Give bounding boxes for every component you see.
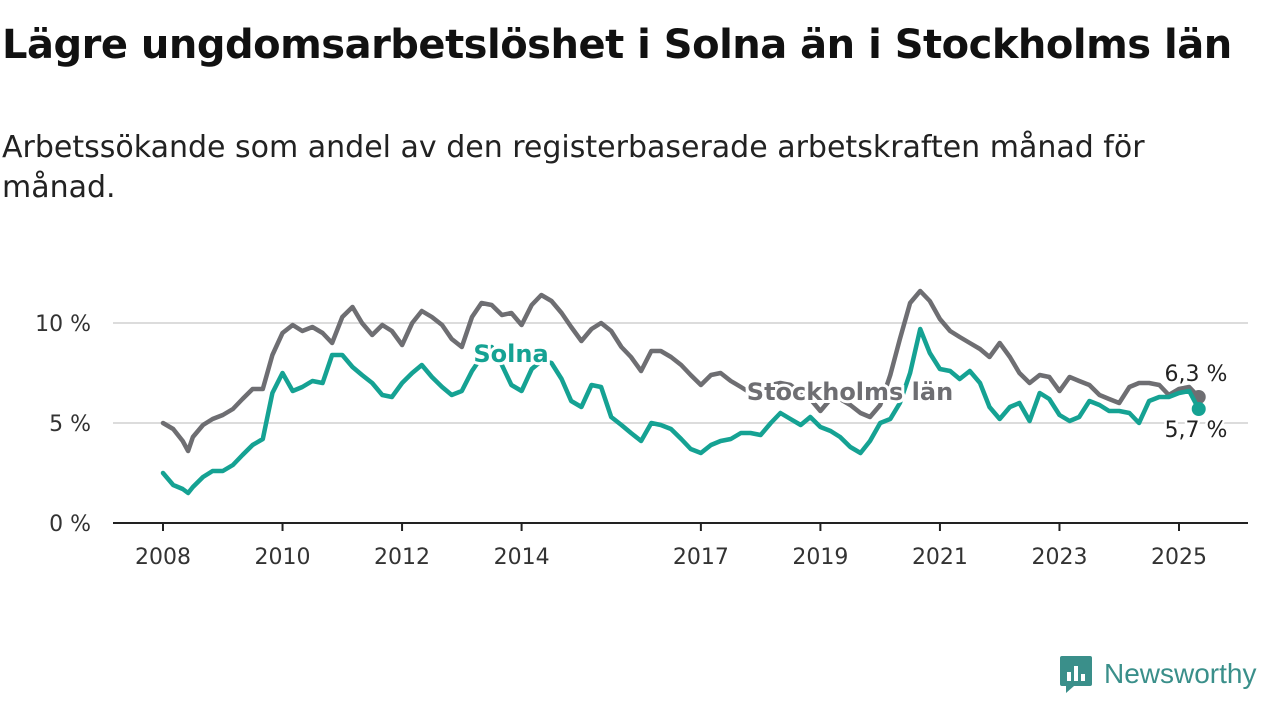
x-tick-label: 2008 xyxy=(135,545,191,570)
series-lines xyxy=(160,288,1206,496)
series-label-stockholms-lan: Stockholms län xyxy=(747,378,953,406)
y-tick-label: 5 % xyxy=(49,412,91,437)
x-tick-label: 2010 xyxy=(255,545,311,570)
series-labels: Stockholms län Solna 6,3 % 5,7 % xyxy=(470,337,1230,446)
x-tick-label: 2012 xyxy=(374,545,430,570)
y-tick-label: 0 % xyxy=(49,512,91,537)
series-label-solna: Solna xyxy=(473,340,548,368)
series-line-solna xyxy=(160,326,1201,496)
series-end-marker xyxy=(1191,402,1206,416)
x-axis-ticks: 2008 2010 2012 2014 2017 2019 2021 2023 2025 xyxy=(135,523,1207,570)
y-tick-label: 10 % xyxy=(35,312,91,337)
series-line-stockholms-lan xyxy=(160,288,1201,454)
x-tick-label: 2023 xyxy=(1031,545,1087,570)
x-tick-label: 2014 xyxy=(494,545,550,570)
x-tick-label: 2017 xyxy=(673,545,729,570)
newsworthy-brand[interactable]: Newsworthy xyxy=(1058,652,1256,696)
x-tick-label: 2019 xyxy=(792,545,848,570)
grid-lines xyxy=(113,322,1248,524)
chart-title: Lägre ungdomsarbetslöshet i Solna än i S… xyxy=(2,22,1232,68)
x-tick-label: 2025 xyxy=(1151,545,1207,570)
end-value-label-stockholms-lan: 6,3 % xyxy=(1165,362,1228,387)
brand-name: Newsworthy xyxy=(1104,658,1257,689)
chart-subtitle: Arbetssökande som andel av den registerb… xyxy=(2,130,1145,205)
end-value-label-solna: 5,7 % xyxy=(1165,418,1228,443)
y-axis-ticks: 0 % 5 % 10 % xyxy=(35,312,91,537)
x-tick-label: 2021 xyxy=(912,545,968,570)
newsworthy-logo-icon xyxy=(1060,656,1092,693)
